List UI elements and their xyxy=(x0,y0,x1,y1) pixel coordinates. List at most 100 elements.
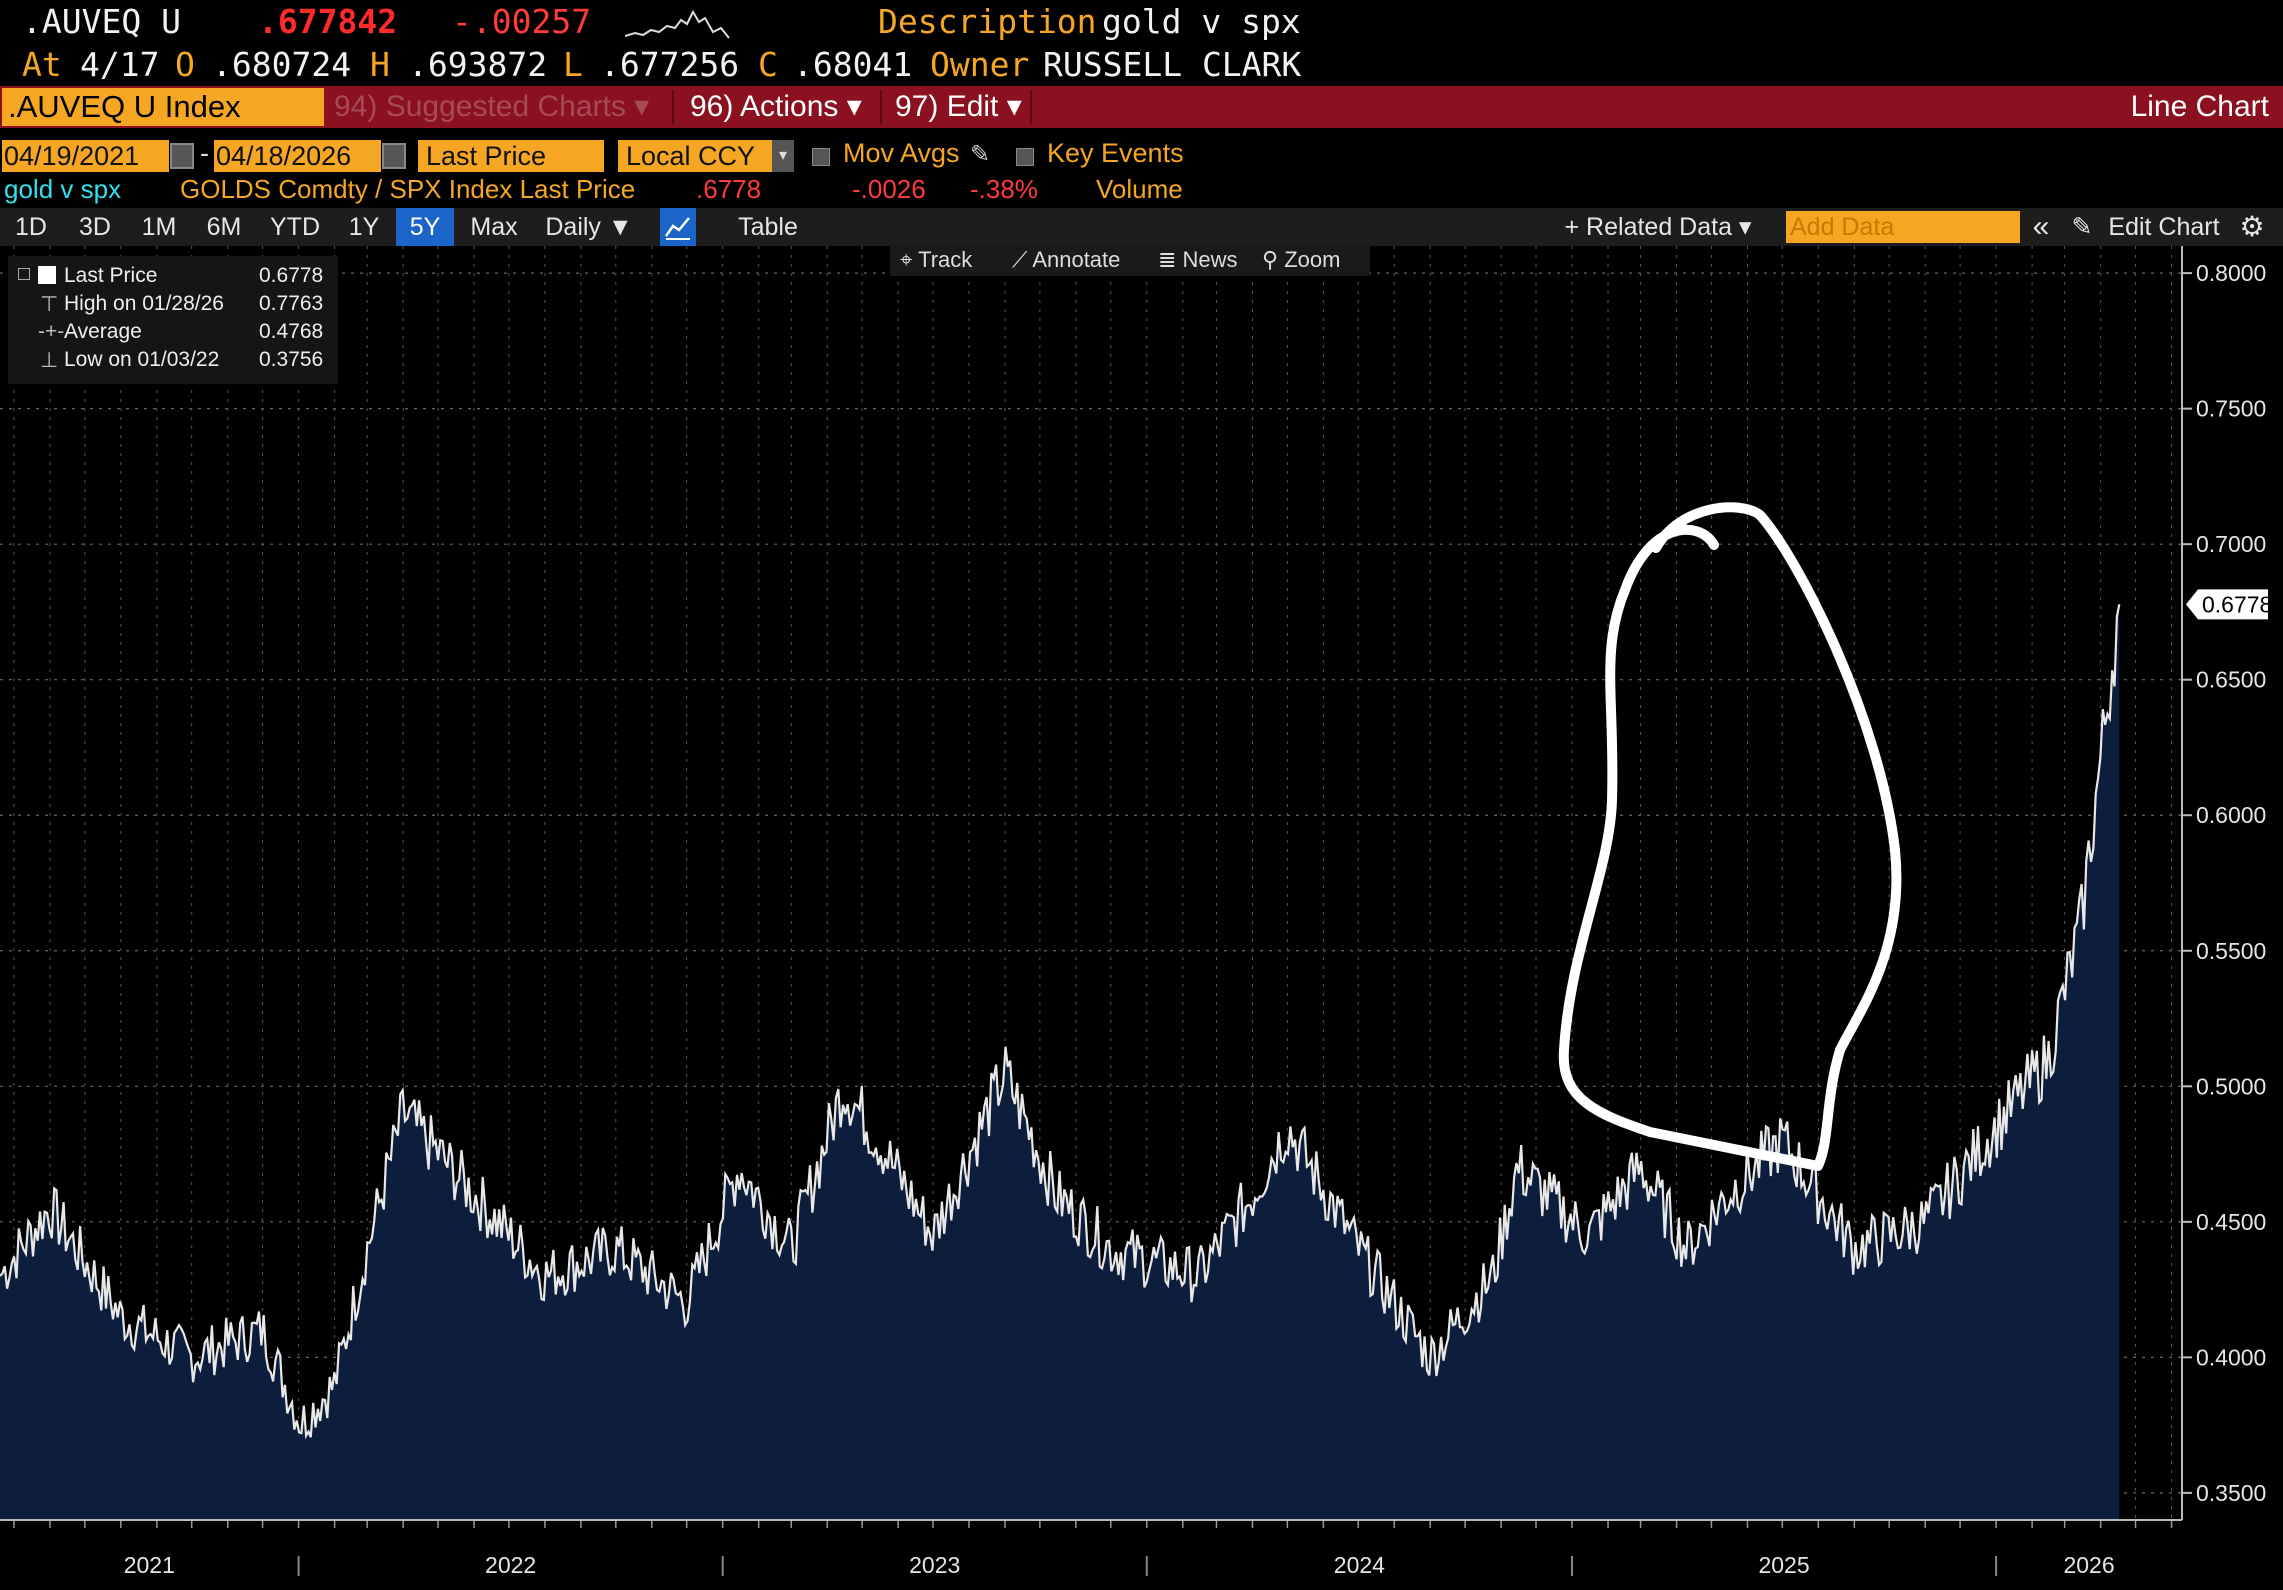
tab-5y[interactable]: 5Y xyxy=(396,208,454,246)
mov-avgs-label: Mov Avgs xyxy=(843,138,960,168)
x-tick-label: 2023 xyxy=(909,1552,960,1578)
owner-value: RUSSELL CLARK xyxy=(1043,45,1302,84)
start-date-input[interactable]: 04/19/2021 xyxy=(2,140,169,172)
x-tick-label: 2024 xyxy=(1334,1552,1385,1578)
tab-1m[interactable]: 1M xyxy=(141,213,177,241)
low-label: L xyxy=(563,45,583,84)
annotate-button[interactable]: ⟋ Annotate xyxy=(1012,247,1120,273)
y-tick-label: 0.3500 xyxy=(2196,1480,2266,1506)
x-tick-label: 2026 xyxy=(2063,1552,2114,1578)
key-events-checkbox[interactable] xyxy=(1016,148,1034,166)
ticker-label: .AUVEQ U xyxy=(22,2,181,41)
y-tick-label: 0.6000 xyxy=(2196,802,2266,828)
frequency-select[interactable]: Daily ▼ xyxy=(545,213,633,241)
at-date: 4/17 xyxy=(80,45,160,84)
collapse-icon[interactable]: « xyxy=(2032,210,2050,243)
change-value: -.00257 xyxy=(452,2,592,41)
close-label: C xyxy=(758,45,778,84)
news-label: News xyxy=(1182,247,1238,272)
legend-high-value: 0.7763 xyxy=(259,292,324,315)
track-label: Track xyxy=(918,247,973,272)
suggested-charts-menu[interactable]: 94) Suggested Charts ▾ xyxy=(334,90,650,123)
range-tab-bar: 1D 3D 1M 6M YTD 1Y 5Y Max Daily ▼ Table … xyxy=(0,208,2283,246)
calendar-icon[interactable] xyxy=(382,143,406,169)
magnifier-icon: ⚲ xyxy=(1262,247,1285,272)
news-button[interactable]: ≣ News xyxy=(1158,247,1238,273)
y-tick-label: 0.7000 xyxy=(2196,531,2266,557)
legend-high-label: High on 01/28/26 xyxy=(64,292,224,315)
separator xyxy=(1030,90,1032,124)
related-data-menu[interactable]: + Related Data ▾ xyxy=(1564,213,1752,241)
close-value: .68041 xyxy=(793,45,913,84)
legend-collapse-icon[interactable] xyxy=(18,268,30,280)
chart-toolbar xyxy=(890,244,1370,276)
separator xyxy=(672,90,674,124)
tab-6m[interactable]: 6M xyxy=(206,213,242,241)
tab-1d[interactable]: 1D xyxy=(15,213,47,241)
legend-low-value: 0.3756 xyxy=(259,348,324,371)
open-label: O xyxy=(175,45,195,84)
y-tick-label: 0.4500 xyxy=(2196,1209,2266,1235)
price-field-select[interactable]: Last Price xyxy=(418,140,604,172)
x-tick-label: 2021 xyxy=(124,1552,175,1578)
currency-dropdown-icon[interactable]: ▾ xyxy=(772,140,794,172)
high-value: .693872 xyxy=(408,45,548,84)
last-value-label: 0.6778 xyxy=(2202,591,2272,617)
y-tick-label: 0.5500 xyxy=(2196,938,2266,964)
volume-label: Volume xyxy=(1096,174,1183,204)
crosshair-icon: ⌖ xyxy=(900,247,919,272)
edit-chart-button[interactable]: Edit Chart xyxy=(2108,213,2220,241)
legend-last-value: 0.6778 xyxy=(259,264,324,287)
high-marker-icon: ⊤ xyxy=(40,293,59,316)
price-line xyxy=(0,604,2121,1440)
tab-3d[interactable]: 3D xyxy=(79,213,111,241)
handdrawn-annotation-loop xyxy=(1558,502,1902,1171)
series-value: .6778 xyxy=(696,174,762,204)
legend-avg-value: 0.4768 xyxy=(259,320,324,343)
line-chart-icon[interactable] xyxy=(660,208,696,246)
open-value: .680724 xyxy=(212,45,352,84)
at-label: At xyxy=(22,45,62,84)
price-area xyxy=(0,604,2120,1520)
last-value-tag xyxy=(2186,589,2268,620)
news-icon: ≣ xyxy=(1158,247,1183,272)
chart-legend xyxy=(8,256,338,384)
pencil-icon[interactable]: ✎ xyxy=(970,141,991,168)
y-tick-label: 0.8000 xyxy=(2196,260,2266,286)
chart-type-title[interactable]: Line Chart xyxy=(2130,90,2269,123)
tab-max[interactable]: Max xyxy=(470,213,518,241)
date-dash: - xyxy=(200,138,209,168)
mov-avgs-checkbox[interactable] xyxy=(812,148,830,166)
tab-table[interactable]: Table xyxy=(738,213,798,241)
y-tick-label: 0.5000 xyxy=(2196,1073,2266,1099)
legend-swatch[interactable] xyxy=(38,266,56,284)
track-button[interactable]: ⌖ Track xyxy=(900,247,972,273)
key-events-label: Key Events xyxy=(1047,138,1184,168)
calendar-icon[interactable] xyxy=(170,143,194,169)
add-data-input[interactable]: Add Data xyxy=(1786,211,2020,243)
low-value: .677256 xyxy=(600,45,740,84)
currency-select[interactable]: Local CCY xyxy=(618,140,778,172)
series-name: gold v spx xyxy=(4,174,122,204)
function-bar: .AUVEQ U Index 94) Suggested Charts ▾ 96… xyxy=(0,86,2283,128)
edit-chart-pencil-icon: ✎ xyxy=(2071,213,2093,241)
series-change: -.0026 xyxy=(852,174,926,204)
tab-1y[interactable]: 1Y xyxy=(348,213,380,241)
annotate-icon: ⟋ xyxy=(1012,247,1033,272)
zoom-button[interactable]: ⚲ Zoom xyxy=(1262,247,1340,273)
y-tick-label: 0.4000 xyxy=(2196,1344,2266,1370)
security-field[interactable]: .AUVEQ U Index xyxy=(2,88,324,126)
legend-avg-label: Average xyxy=(64,320,142,343)
series-formula: GOLDS Comdty / SPX Index Last Price xyxy=(180,174,636,204)
x-tick-label: 2025 xyxy=(1758,1552,1809,1578)
gear-icon[interactable]: ⚙ xyxy=(2239,211,2265,242)
sparkline-icon xyxy=(624,8,735,42)
end-date-input[interactable]: 04/18/2026 xyxy=(214,140,381,172)
tab-ytd[interactable]: YTD xyxy=(270,213,320,241)
y-tick-label: 0.6500 xyxy=(2196,667,2266,693)
actions-menu[interactable]: 96) Actions ▾ xyxy=(690,90,862,123)
last-value: .677842 xyxy=(258,2,398,41)
separator xyxy=(880,90,882,124)
edit-menu[interactable]: 97) Edit ▾ xyxy=(895,90,1022,123)
